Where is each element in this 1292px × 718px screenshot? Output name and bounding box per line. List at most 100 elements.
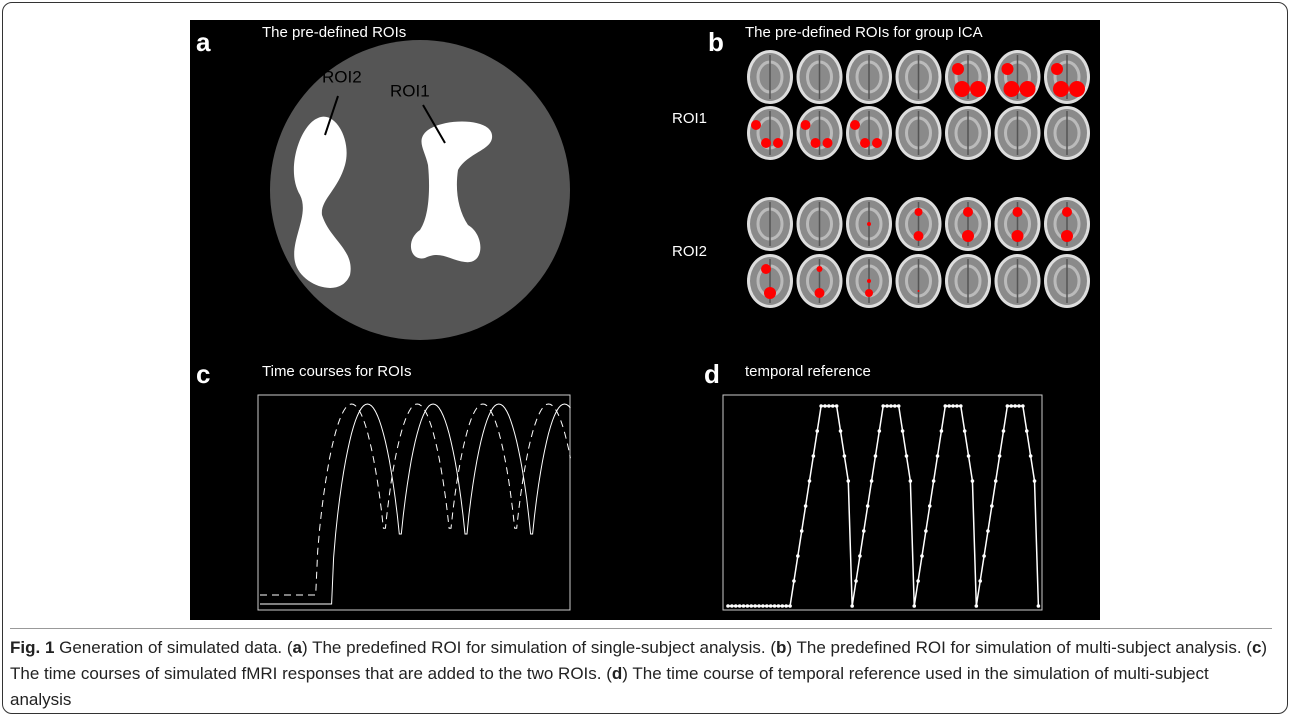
reference-point bbox=[835, 404, 839, 408]
reference-point bbox=[819, 404, 823, 408]
roi-dot bbox=[1020, 81, 1036, 97]
roi-dot bbox=[1051, 63, 1063, 75]
reference-point bbox=[870, 479, 874, 483]
caption-text: a bbox=[293, 638, 302, 657]
row-label: ROI2 bbox=[672, 243, 707, 260]
caption-text: Fig. 1 bbox=[10, 638, 54, 657]
reference-point bbox=[773, 604, 777, 608]
reference-point bbox=[1037, 604, 1041, 608]
roi-dot bbox=[1062, 207, 1072, 217]
reference-point bbox=[947, 404, 951, 408]
reference-point bbox=[951, 404, 955, 408]
reference-point bbox=[726, 604, 730, 608]
reference-point bbox=[971, 479, 975, 483]
panel-label: d bbox=[704, 359, 720, 389]
panel-title: The pre-defined ROIs for group ICA bbox=[745, 24, 983, 41]
reference-point bbox=[874, 454, 878, 458]
reference-point bbox=[753, 604, 757, 608]
caption-text: c bbox=[1252, 638, 1261, 657]
reference-point bbox=[1033, 479, 1037, 483]
roi-dot bbox=[872, 138, 882, 148]
reference-point bbox=[808, 479, 812, 483]
panel-title: Time courses for ROIs bbox=[262, 363, 411, 380]
roi-dot bbox=[1012, 230, 1024, 242]
roi-dot bbox=[1004, 81, 1020, 97]
reference-point bbox=[893, 404, 897, 408]
roi-dot bbox=[1061, 230, 1073, 242]
panel-label: b bbox=[708, 27, 724, 57]
reference-point bbox=[924, 529, 928, 533]
reference-point bbox=[1025, 429, 1029, 433]
reference-point bbox=[943, 404, 947, 408]
reference-point bbox=[730, 604, 734, 608]
roi-dot bbox=[867, 279, 871, 283]
roi-dot bbox=[1053, 81, 1069, 97]
reference-point bbox=[897, 404, 901, 408]
reference-point bbox=[792, 579, 796, 583]
roi-dot bbox=[865, 289, 873, 297]
reference-point bbox=[994, 479, 998, 483]
reference-point bbox=[920, 554, 924, 558]
reference-point bbox=[905, 454, 909, 458]
reference-point bbox=[862, 529, 866, 533]
roi-dot bbox=[773, 138, 783, 148]
roi-dot bbox=[867, 222, 871, 226]
caption: Fig. 1 Generation of simulated data. (a)… bbox=[10, 628, 1272, 713]
reference-point bbox=[975, 604, 979, 608]
reference-point bbox=[823, 404, 827, 408]
caption-text: Generation of simulated data. ( bbox=[54, 638, 292, 657]
roi-dot bbox=[823, 138, 833, 148]
roi-dot bbox=[962, 230, 974, 242]
roi-dot bbox=[751, 120, 761, 130]
reference-point bbox=[936, 454, 940, 458]
reference-point bbox=[738, 604, 742, 608]
reference-point bbox=[866, 504, 870, 508]
reference-point bbox=[765, 604, 769, 608]
caption-text: ) The predefined ROI for simulation of m… bbox=[786, 638, 1252, 657]
reference-point bbox=[990, 504, 994, 508]
panel-label: c bbox=[196, 359, 210, 389]
reference-point bbox=[746, 604, 750, 608]
panel-title: temporal reference bbox=[745, 363, 871, 380]
roi-dot bbox=[860, 138, 870, 148]
reference-point bbox=[912, 604, 916, 608]
reference-point bbox=[839, 429, 843, 433]
reference-point bbox=[889, 404, 893, 408]
roi-dot bbox=[1013, 207, 1023, 217]
reference-point bbox=[769, 604, 773, 608]
roi-dot bbox=[1002, 63, 1014, 75]
reference-point bbox=[777, 604, 781, 608]
reference-point bbox=[812, 454, 816, 458]
roi-dot bbox=[963, 207, 973, 217]
reference-point bbox=[928, 504, 932, 508]
roi-annotation: ROI2 bbox=[322, 67, 362, 86]
reference-point bbox=[784, 604, 788, 608]
reference-point bbox=[1029, 454, 1033, 458]
roi-dot bbox=[761, 264, 771, 274]
reference-point bbox=[881, 404, 885, 408]
roi-dot bbox=[952, 63, 964, 75]
roi-dot bbox=[970, 81, 986, 97]
reference-point bbox=[1017, 404, 1021, 408]
reference-point bbox=[796, 554, 800, 558]
page: ROI2 ROI1 a The pre-defined ROIs b The p… bbox=[0, 0, 1292, 718]
reference-point bbox=[1006, 404, 1010, 408]
reference-point bbox=[959, 404, 963, 408]
reference-point bbox=[909, 479, 913, 483]
caption-text: b bbox=[776, 638, 786, 657]
reference-point bbox=[800, 529, 804, 533]
reference-point bbox=[963, 429, 967, 433]
roi-dot bbox=[815, 288, 825, 298]
reference-point bbox=[885, 404, 889, 408]
reference-point bbox=[940, 429, 944, 433]
roi-dot bbox=[764, 287, 776, 299]
reference-point bbox=[734, 604, 738, 608]
reference-point bbox=[982, 554, 986, 558]
reference-point bbox=[843, 454, 847, 458]
reference-point bbox=[916, 579, 920, 583]
reference-point bbox=[846, 479, 850, 483]
reference-point bbox=[742, 604, 746, 608]
reference-point bbox=[788, 604, 792, 608]
caption-text: ) The predefined ROI for simulation of s… bbox=[302, 638, 776, 657]
reference-point bbox=[1009, 404, 1013, 408]
